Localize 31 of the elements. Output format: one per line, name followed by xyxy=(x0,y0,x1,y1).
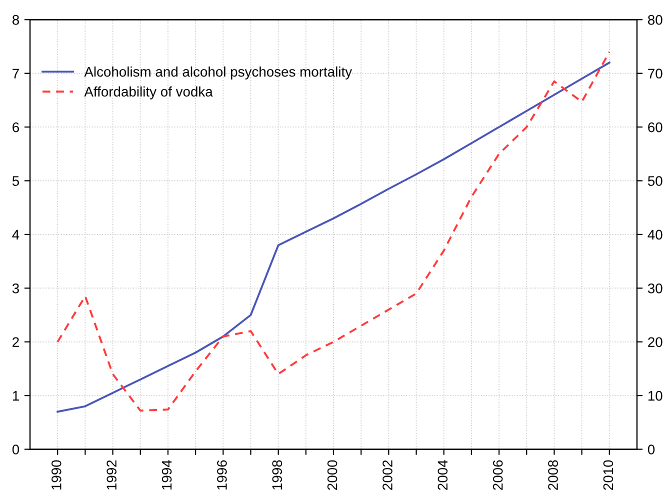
y2-tick-label: 0 xyxy=(648,444,655,454)
y2-tick-label: 60 xyxy=(648,122,662,132)
y2-tick-label: 70 xyxy=(648,68,662,79)
x-tick-label: 1992 xyxy=(106,460,117,490)
y2-tick-label: 80 xyxy=(648,14,662,25)
y-tick-label: 2 xyxy=(12,337,19,347)
x-tick-label: 1994 xyxy=(162,460,172,490)
x-tick-label: 1998 xyxy=(272,460,282,490)
y-tick-label: 1 xyxy=(12,391,19,401)
x-tick-label: 1996 xyxy=(217,460,227,490)
y-tick-label: 5 xyxy=(12,176,20,186)
y-tick-label: 7 xyxy=(12,68,19,78)
legend-label: Alcoholism and alcohol psychoses mortality xyxy=(84,66,352,80)
x-tick-label: 2008 xyxy=(548,460,558,490)
x-tick-label: 2006 xyxy=(492,460,503,490)
x-tick-label: 2010 xyxy=(603,460,614,490)
y-tick-label: 3 xyxy=(12,283,19,294)
y-tick-label: 0 xyxy=(12,444,20,454)
y2-tick-label: 20 xyxy=(648,337,662,348)
y-tick-label: 4 xyxy=(12,230,20,240)
legend-label: Affordability of vodka xyxy=(84,86,213,100)
x-tick-label: 2000 xyxy=(327,460,338,490)
y2-tick-label: 10 xyxy=(648,390,662,401)
y2-tick-label: 30 xyxy=(648,283,662,294)
x-tick-label: 2004 xyxy=(438,460,448,490)
y-tick-label: 8 xyxy=(12,14,19,25)
y-tick-label: 6 xyxy=(12,122,19,132)
x-tick-label: 2002 xyxy=(382,460,392,490)
x-tick-label: 1990 xyxy=(52,460,62,490)
y2-tick-label: 40 xyxy=(648,230,662,240)
y2-tick-label: 50 xyxy=(648,176,662,186)
